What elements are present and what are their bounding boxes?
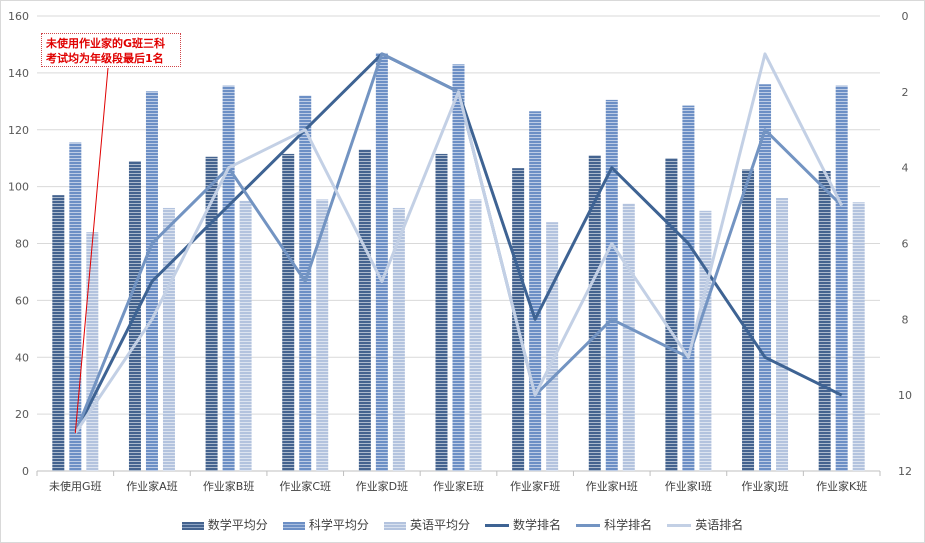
legend-label: 数学排名: [513, 518, 562, 532]
y-right-tick-label: 2: [902, 86, 909, 99]
y-right-tick-label: 4: [902, 162, 909, 175]
y-left-tick-label: 160: [8, 10, 29, 23]
bar: [699, 210, 712, 471]
x-tick-label: 作业家F班: [510, 479, 560, 493]
bar: [588, 155, 601, 471]
bar: [818, 170, 831, 471]
bar: [452, 64, 465, 471]
bar: [86, 232, 99, 471]
bar: [205, 156, 218, 471]
y-left-tick-label: 100: [8, 181, 29, 194]
bar: [282, 153, 295, 471]
legend-label: 数学平均分: [207, 518, 268, 532]
bar: [239, 200, 252, 471]
y-left-tick-label: 120: [8, 124, 29, 137]
bar: [759, 84, 772, 471]
bar: [512, 168, 525, 471]
y-left-tick-label: 80: [15, 238, 29, 251]
x-tick-label: 作业家B班: [203, 479, 255, 493]
legend-item-science-avg: 科学平均分: [282, 516, 369, 533]
x-tick-label: 作业家H班: [586, 479, 638, 493]
legend-item-english-avg: 英语平均分: [383, 516, 470, 533]
bar: [682, 105, 695, 471]
x-tick-label: 作业家I班: [665, 479, 712, 493]
legend-item-math-avg: 数学平均分: [181, 516, 268, 533]
legend-label: 英语平均分: [409, 518, 470, 532]
legend-label: 英语排名: [695, 518, 744, 532]
y-right-tick-label: 12: [898, 465, 912, 478]
y-left-tick-label: 0: [22, 465, 29, 478]
bar: [358, 149, 371, 471]
rank-line: [74, 52, 844, 434]
bars: [52, 52, 865, 471]
legend-item-english-rank: 英语排名: [667, 516, 743, 533]
annotation-line2: 考试均为年级段最后1名: [46, 52, 164, 65]
legend: 数学平均分 科学平均分 英语平均分 数学排名 科学排名 英语排名: [0, 514, 925, 534]
y-left-tick-label: 140: [8, 67, 29, 80]
legend-label: 科学排名: [604, 518, 653, 532]
annotation-line1: 未使用作业家的G班三科: [46, 37, 166, 50]
x-tick-label: 作业家E班: [433, 479, 484, 493]
legend-label: 科学平均分: [308, 518, 369, 532]
x-tick-label: 作业家C班: [279, 479, 331, 493]
y-left-tick-label: 20: [15, 408, 29, 421]
x-tick-label: 作业家J班: [741, 479, 788, 493]
bar: [776, 198, 789, 471]
y-right-tick-label: 6: [902, 238, 909, 251]
bar: [52, 195, 65, 471]
rank-lines: [73, 52, 844, 434]
annotation-pointer: [74, 67, 109, 434]
bar: [529, 111, 542, 471]
bar: [835, 85, 848, 471]
bar: [222, 85, 235, 471]
bar: [392, 207, 405, 471]
y-right-tick-label: 10: [898, 389, 912, 402]
bar: [162, 207, 175, 471]
x-tick-label: 作业家K班: [816, 479, 867, 493]
bar: [69, 142, 82, 471]
x-tick-label: 作业家A班: [126, 479, 178, 493]
x-tick-label: 未使用G班: [49, 480, 102, 493]
bar: [742, 169, 755, 471]
bar: [316, 199, 329, 471]
bar: [665, 158, 678, 471]
bar: [469, 199, 482, 471]
y-right-tick-label: 8: [902, 313, 909, 326]
legend-item-math-rank: 数学排名: [485, 516, 561, 533]
annotation-box: 未使用作业家的G班三科 考试均为年级段最后1名: [41, 33, 181, 67]
bar: [852, 202, 865, 471]
bar: [435, 153, 448, 471]
bar: [299, 95, 312, 471]
y-left-tick-label: 60: [15, 294, 29, 307]
y-right-tick-label: 0: [902, 10, 909, 23]
legend-item-science-rank: 科学排名: [576, 516, 652, 533]
bar: [622, 203, 635, 471]
x-tick-label: 作业家D班: [356, 479, 408, 493]
y-left-tick-label: 40: [15, 351, 29, 364]
bar: [546, 222, 559, 471]
bar: [605, 99, 618, 471]
bar: [375, 52, 388, 471]
